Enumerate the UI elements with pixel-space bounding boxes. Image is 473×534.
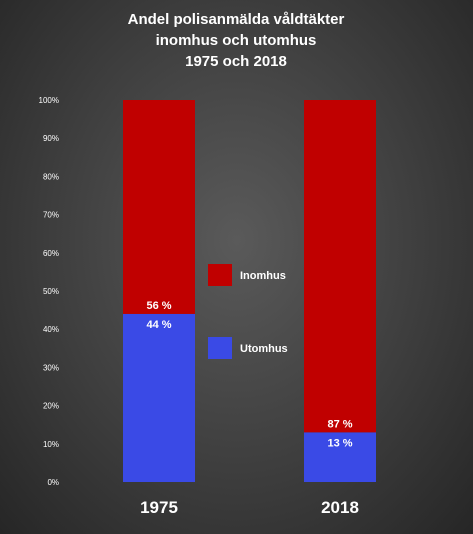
y-tick-label: 30%: [43, 363, 59, 372]
y-tick-label: 100%: [39, 96, 59, 105]
legend-label-inomhus: Inomhus: [240, 270, 286, 282]
chart-title: Andel polisanmälda våldtäkter inomhus oc…: [128, 11, 345, 70]
x-category-label-2018: 2018: [321, 498, 359, 517]
y-tick-label: 50%: [43, 287, 59, 296]
bar-utomhus-1975: [123, 313, 195, 482]
chart-title-line-1: Andel polisanmälda våldtäkter: [128, 11, 345, 28]
y-tick-label: 70%: [43, 211, 59, 220]
data-label-inomhus-1975: 56 %: [146, 300, 171, 312]
bar-inomhus-1975: [123, 100, 195, 314]
y-tick-label: 10%: [43, 440, 59, 449]
y-tick-label: 90%: [43, 134, 59, 143]
y-tick-label: 0%: [47, 478, 59, 487]
y-tick-label: 40%: [43, 325, 59, 334]
legend-swatch-inomhus: [208, 264, 232, 286]
bars: [123, 100, 376, 482]
legend: Inomhus Utomhus: [208, 264, 288, 359]
data-label-inomhus-2018: 87 %: [327, 418, 352, 430]
x-axis: 1975 2018: [140, 498, 359, 517]
data-label-utomhus-1975: 44 %: [146, 319, 171, 331]
y-tick-label: 60%: [43, 249, 59, 258]
x-category-label-1975: 1975: [140, 498, 178, 517]
y-tick-label: 80%: [43, 172, 59, 181]
bar-inomhus-2018: [304, 100, 376, 433]
y-axis: 0% 10% 20% 30% 40% 50% 60% 70% 80% 90% 100%: [39, 96, 59, 487]
legend-label-utomhus: Utomhus: [240, 343, 288, 355]
bar-utomhus-2018: [304, 432, 376, 482]
data-labels: 44 % 56 % 13 % 87 %: [146, 300, 352, 449]
chart-title-line-3: 1975 och 2018: [185, 53, 287, 70]
chart-title-line-2: inomhus och utomhus: [156, 32, 317, 49]
legend-swatch-utomhus: [208, 337, 232, 359]
y-tick-label: 20%: [43, 402, 59, 411]
data-label-utomhus-2018: 13 %: [327, 437, 352, 449]
